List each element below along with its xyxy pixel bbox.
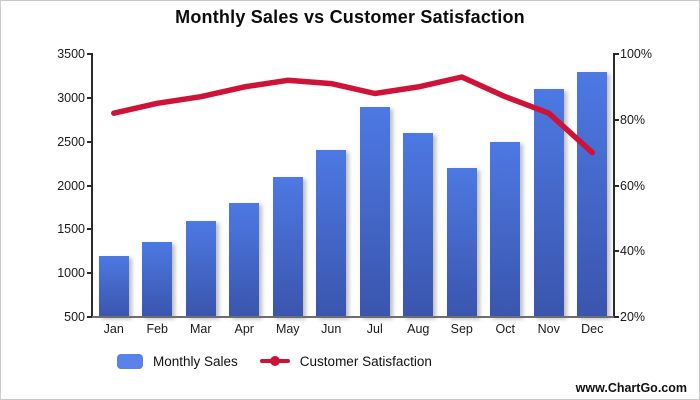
sales-bar <box>142 242 173 317</box>
left-axis-tick-label: 1000 <box>57 266 85 281</box>
left-axis-tick-label: 2000 <box>57 178 85 193</box>
left-axis-tick-label: 1500 <box>57 222 85 237</box>
right-axis-tick-label: 80% <box>620 112 646 127</box>
sales-bar <box>359 106 390 317</box>
sales-bar <box>577 71 608 317</box>
sales-bar <box>403 132 434 317</box>
x-axis-label: Jul <box>366 322 383 336</box>
legend-bar-label: Monthly Sales <box>153 353 238 369</box>
x-axis-line <box>89 316 617 318</box>
sales-bar <box>98 255 129 317</box>
sales-bar <box>272 176 303 317</box>
sales-bar <box>446 167 477 317</box>
x-axis-label: Apr <box>234 322 254 336</box>
left-axis-tick-label: 2500 <box>57 134 85 149</box>
sales-bar <box>185 220 216 317</box>
right-axis-tick <box>614 118 619 121</box>
x-axis-label: May <box>275 322 300 336</box>
sales-bar <box>316 150 347 317</box>
right-axis-tick <box>614 250 619 253</box>
x-axis-label: Nov <box>537 322 560 336</box>
left-axis-tick <box>87 184 92 187</box>
legend-line-marker <box>259 353 290 369</box>
legend-bar-swatch <box>117 353 143 369</box>
left-axis-tick <box>87 53 92 55</box>
sales-bar <box>490 141 521 317</box>
right-axis-tick-label: 40% <box>620 244 646 259</box>
sales-bar <box>229 203 260 317</box>
x-axis-label: Jan <box>103 322 124 336</box>
legend-dot-icon <box>269 356 280 366</box>
x-axis-label: Feb <box>146 322 169 336</box>
left-axis-tick-label: 3000 <box>57 90 85 105</box>
right-axis-tick-label: 60% <box>620 178 646 193</box>
right-axis-tick-label: 100% <box>620 47 652 61</box>
satisfaction-line <box>111 74 596 156</box>
right-axis-tick-label: 20% <box>620 310 646 324</box>
watermark: www.ChartGo.com <box>575 381 687 395</box>
left-axis-tick-label: 3500 <box>57 47 85 61</box>
x-axis-label: Oct <box>495 322 515 336</box>
right-axis-tick <box>614 316 619 318</box>
x-axis-label: Dec <box>581 322 604 336</box>
legend: Monthly Sales Customer Satisfaction <box>117 353 432 369</box>
left-axis-tick-label: 500 <box>64 310 85 324</box>
right-axis-tick <box>614 53 619 55</box>
left-axis-tick <box>87 140 92 143</box>
legend-line-label: Customer Satisfaction <box>299 353 432 369</box>
left-axis-tick <box>87 96 92 99</box>
x-axis-label: Sep <box>450 322 473 336</box>
x-axis-label: Mar <box>189 322 212 336</box>
chart-title: Monthly Sales vs Customer Satisfaction <box>175 7 525 27</box>
left-axis-line <box>91 53 93 317</box>
sales-bar <box>533 89 564 317</box>
left-axis-tick <box>87 272 92 275</box>
x-axis-label: Jun <box>321 322 342 336</box>
right-axis-tick <box>614 184 619 187</box>
left-axis-tick <box>87 228 92 231</box>
x-axis-label: Aug <box>407 322 430 336</box>
left-axis-tick <box>87 316 92 318</box>
